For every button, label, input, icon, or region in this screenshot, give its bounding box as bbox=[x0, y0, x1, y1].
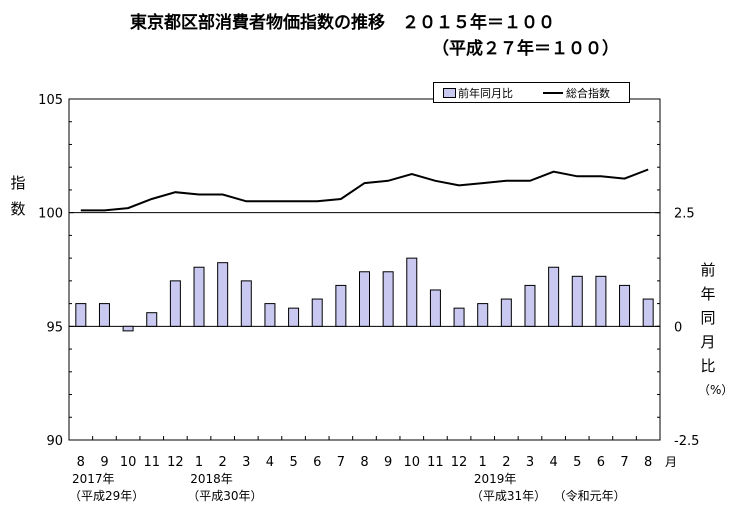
bar-yoy bbox=[595, 275, 607, 327]
line-composite-index bbox=[80, 168, 649, 212]
right-axis-label-char: 同 bbox=[700, 309, 716, 327]
x-tick-label: 6 bbox=[313, 455, 321, 470]
era-label: （平成29年） bbox=[69, 489, 144, 503]
bar-yoy bbox=[548, 266, 560, 327]
bar-yoy bbox=[335, 284, 347, 327]
right-axis-label-char: 月 bbox=[700, 333, 716, 351]
bar-yoy bbox=[359, 271, 370, 327]
x-tick-label: 1 bbox=[479, 455, 487, 470]
era-label: （平成31年） bbox=[471, 489, 546, 503]
x-tick-label: 7 bbox=[337, 455, 345, 470]
x-tick-label: 10 bbox=[404, 455, 421, 470]
bar-yoy bbox=[524, 284, 536, 327]
bar-yoy bbox=[642, 298, 654, 327]
left-tick-label: 105 bbox=[38, 93, 63, 108]
chart-title-line2: （平成２７年＝１００） bbox=[432, 39, 619, 59]
x-tick-label: 8 bbox=[77, 455, 85, 470]
bar-yoy bbox=[500, 298, 512, 327]
left-tick-label: 100 bbox=[38, 207, 63, 222]
chart-legend: 前年同月比 総合指数 bbox=[433, 82, 630, 103]
right-tick-label: 0 bbox=[674, 320, 682, 335]
bar-yoy bbox=[264, 303, 276, 327]
x-unit-label: 月 bbox=[665, 455, 677, 469]
x-tick-label: 12 bbox=[167, 455, 184, 470]
bar-yoy bbox=[382, 271, 394, 327]
x-tick-label: 11 bbox=[143, 455, 160, 470]
x-tick-label: 11 bbox=[427, 455, 444, 470]
chart-title-line1: 東京都区部消費者物価指数の推移 ２０１５年＝１００ bbox=[130, 13, 555, 33]
left-axis-label-char: 数 bbox=[10, 200, 26, 218]
bar-yoy bbox=[619, 284, 631, 327]
x-tick-label: 4 bbox=[549, 455, 557, 470]
right-tick-label: 2.5 bbox=[674, 207, 695, 222]
x-tick-label: 3 bbox=[526, 455, 534, 470]
legend-line-label: 総合指数 bbox=[566, 87, 610, 100]
bar-yoy bbox=[311, 298, 323, 327]
x-tick-label: 9 bbox=[384, 455, 392, 470]
plot-frame bbox=[68, 98, 661, 441]
bar-yoy bbox=[146, 312, 158, 327]
x-tick-label: 2 bbox=[219, 455, 227, 470]
bar-yoy bbox=[453, 307, 465, 327]
x-tick-label: 12 bbox=[451, 455, 468, 470]
right-axis-label-char: 年 bbox=[700, 285, 716, 303]
year-label: 2019年 bbox=[474, 472, 517, 486]
x-tick-label: 6 bbox=[597, 455, 605, 470]
x-tick-label: 2 bbox=[502, 455, 510, 470]
right-axis-label-char: 比 bbox=[700, 357, 716, 375]
era-label: （令和元年） bbox=[554, 488, 626, 503]
era-label: （平成30年） bbox=[187, 489, 262, 503]
bar-yoy bbox=[169, 280, 181, 327]
right-axis-label-char: 前 bbox=[700, 261, 716, 279]
bar-yoy bbox=[98, 303, 110, 327]
x-tick-label: 9 bbox=[100, 455, 108, 470]
left-tick-label: 95 bbox=[46, 320, 63, 335]
x-tick-label: 8 bbox=[360, 455, 368, 470]
x-tick-label: 10 bbox=[120, 455, 137, 470]
bar-yoy bbox=[217, 262, 229, 327]
x-tick-label: 7 bbox=[620, 455, 628, 470]
left-tick-label: 90 bbox=[46, 434, 63, 449]
legend-bar-label: 前年同月比 bbox=[458, 87, 513, 100]
right-tick-label: -2.5 bbox=[674, 434, 699, 449]
bar-yoy bbox=[193, 266, 205, 327]
left-axis-label-char: 指 bbox=[10, 174, 26, 192]
bar-yoy bbox=[240, 280, 252, 327]
left-axis-label: 指 数 bbox=[8, 170, 28, 222]
x-tick-label: 4 bbox=[266, 455, 274, 470]
x-tick-label: 5 bbox=[573, 455, 581, 470]
year-label: 2018年 bbox=[190, 472, 233, 486]
bar-yoy bbox=[406, 257, 418, 327]
x-tick-label: 5 bbox=[289, 455, 297, 470]
bar-yoy bbox=[288, 307, 300, 327]
bar-yoy bbox=[429, 289, 441, 327]
x-tick-label: 8 bbox=[644, 455, 652, 470]
legend-bar-swatch bbox=[443, 88, 456, 98]
bar-yoy bbox=[75, 303, 87, 327]
bar-yoy bbox=[122, 325, 134, 332]
bar-yoy bbox=[571, 275, 583, 327]
year-label: 2017年 bbox=[72, 472, 115, 486]
x-tick-label: 1 bbox=[195, 455, 203, 470]
x-tick-label: 3 bbox=[242, 455, 250, 470]
bar-yoy bbox=[477, 303, 489, 327]
legend-line-swatch bbox=[543, 92, 563, 94]
